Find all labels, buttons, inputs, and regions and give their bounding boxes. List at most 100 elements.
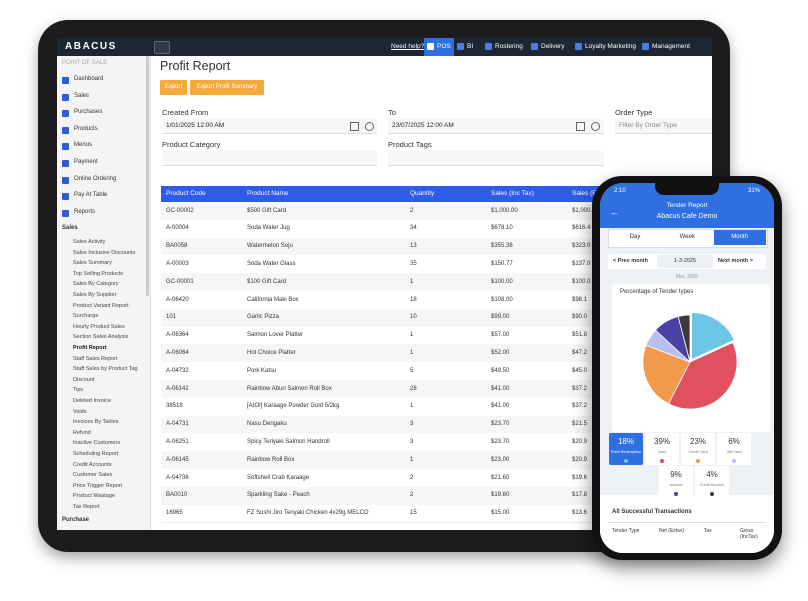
legend-item[interactable]: 4% Credit Account: [695, 466, 729, 498]
sidebar-icon: [62, 176, 69, 184]
sidebar-sub-item[interactable]: Credit Accounts: [73, 461, 112, 468]
page-title: Profit Report: [160, 59, 231, 73]
store-name[interactable]: Abacus Cafe Demo: [656, 213, 718, 220]
sidebar-sub-item[interactable]: Tips: [73, 387, 84, 394]
sidebar-item[interactable]: Menus: [74, 142, 93, 149]
nav-item[interactable]: BI: [467, 43, 474, 50]
tab[interactable]: Week: [679, 234, 695, 240]
sidebar-sub-item[interactable]: Sales By Category: [73, 281, 119, 288]
legend-item[interactable]: 6% Gift Card: [717, 433, 751, 465]
table-cell: [AIOI] Karaage Powder Gold 5/2kg: [247, 403, 340, 410]
filter-input[interactable]: 23/07/2025 12:00 AM: [388, 119, 604, 134]
legend-item[interactable]: 39% Cash: [645, 433, 679, 465]
sidebar-item[interactable]: Purchases: [74, 109, 103, 116]
filter-input[interactable]: [162, 151, 377, 166]
clock-icon: [591, 122, 600, 131]
sidebar-item[interactable]: Pay At Table: [74, 192, 108, 199]
help-link[interactable]: Need help?: [391, 43, 425, 50]
table-cell: Garlic Pizza: [247, 314, 280, 321]
table-cell: A-06251: [166, 438, 189, 445]
sidebar-sub-item[interactable]: Sales Activity: [73, 239, 106, 245]
table-cell: $1,000.00: [491, 207, 518, 214]
nav-icon: [427, 43, 434, 50]
sidebar-sub-item[interactable]: Surcharge: [73, 313, 99, 320]
sidebar-sub-item[interactable]: Voids: [73, 408, 87, 415]
nav-item[interactable]: Management: [652, 43, 690, 50]
sidebar-sub-item[interactable]: Deleted Invoice: [73, 398, 111, 404]
legend-item[interactable]: 9% Voucher: [659, 466, 693, 498]
date-value[interactable]: 1-3-2025: [673, 258, 697, 264]
table-cell: 18: [410, 296, 417, 303]
filter-input[interactable]: [388, 151, 604, 166]
notch: [655, 183, 719, 195]
sidebar-item[interactable]: Dashboard: [74, 76, 104, 82]
table-header: [161, 186, 712, 202]
status-battery: 31%: [748, 188, 761, 194]
table-cell: $21.5: [572, 421, 588, 428]
menu-button[interactable]: [154, 41, 170, 54]
table-cell: $150.77: [491, 260, 513, 267]
sidebar-sub-item[interactable]: Discount: [73, 376, 95, 383]
table-cell: Nasu Dengaku: [247, 421, 287, 428]
table-cell: $100.0: [572, 278, 591, 285]
legend-label: Point Redemption: [610, 450, 642, 454]
sidebar-item[interactable]: Products: [74, 125, 98, 132]
table-cell: Soda Water Jug: [247, 225, 290, 232]
sidebar-sub-item[interactable]: Scheduling Report: [73, 451, 119, 457]
sidebar-item[interactable]: Reports: [74, 208, 96, 215]
table-cell: $99.00: [491, 314, 510, 321]
sidebar-sub-item[interactable]: Customer Sales: [73, 472, 113, 479]
sidebar-sub-item[interactable]: Profit Report: [73, 345, 107, 351]
sidebar-sub-item[interactable]: Inactive Customers: [73, 440, 121, 447]
filter-label: Created From: [162, 108, 209, 117]
column-header: Product Code: [166, 190, 206, 197]
transactions-column: Net (Extax): [659, 528, 685, 534]
date-picker[interactable]: [657, 255, 713, 268]
sidebar-sub-item[interactable]: Price Trigger Report: [73, 482, 123, 489]
back-arrow[interactable]: ←: [610, 207, 619, 217]
legend-item[interactable]: 18% Point Redemption: [609, 433, 643, 465]
nav-icon: [575, 43, 582, 50]
nav-item[interactable]: POS: [437, 43, 451, 50]
nav-item[interactable]: Loyalty Marketing: [585, 43, 636, 50]
sidebar-sub-item[interactable]: Invoices By Tables: [73, 419, 119, 426]
sidebar-sub-item[interactable]: Product Wastage: [73, 493, 115, 500]
nav-item[interactable]: Rostering: [495, 43, 523, 50]
sidebar-item[interactable]: Online Ordering: [74, 175, 117, 182]
sidebar-sub-item[interactable]: Section Sales Analysis: [73, 334, 129, 341]
sidebar-sub-item[interactable]: Hourly Product Sales: [73, 323, 125, 330]
legend-swatch: [674, 492, 678, 496]
table-cell: $45.0: [572, 367, 588, 374]
nav-icon: [485, 43, 492, 50]
nav-item[interactable]: Delivery: [541, 43, 565, 50]
filter-label: Order Type: [615, 108, 653, 117]
filter-input[interactable]: 1/01/2025 12:00 AM: [162, 119, 377, 134]
sidebar-sub-item[interactable]: Top Selling Products: [73, 270, 124, 277]
sidebar-sub-item[interactable]: Sales Inclusive Discounts: [73, 249, 136, 256]
sidebar-sub-item[interactable]: Sales By Supplier: [73, 292, 117, 298]
period: Mar, 2025: [675, 274, 699, 280]
sidebar-sub-item[interactable]: Product Variant Report: [73, 302, 129, 309]
sidebar-sub-item[interactable]: Staff Sales Report: [73, 355, 118, 362]
sidebar-sub-item[interactable]: Sales Summary: [73, 260, 112, 267]
tab[interactable]: Day: [629, 234, 641, 240]
sidebar-item[interactable]: Sales: [74, 92, 90, 99]
legend-item[interactable]: 23% Credit Card: [681, 433, 715, 465]
sidebar-icon: [62, 193, 69, 201]
sidebar-sub-item[interactable]: Refund: [73, 429, 91, 436]
sidebar-icon: [62, 110, 69, 118]
sidebar-sub-item[interactable]: Staff Sales by Product Tag: [73, 366, 138, 373]
nav-icon: [457, 43, 464, 50]
table-cell: $23.00: [491, 456, 510, 463]
next-month[interactable]: Next month >: [718, 258, 753, 264]
sidebar-item[interactable]: Payment: [74, 159, 98, 165]
prev-month[interactable]: < Prev month: [613, 258, 648, 264]
export-button[interactable]: Export Profit Summary: [190, 80, 264, 95]
filter-input[interactable]: Filter By Order Type: [615, 119, 712, 134]
tab[interactable]: Month: [713, 230, 766, 245]
export-button[interactable]: Export: [160, 80, 187, 95]
sidebar-sub-item[interactable]: Tax Report: [73, 504, 100, 510]
table-cell: $137.0: [572, 260, 591, 267]
legend-label: Credit Account: [699, 483, 725, 487]
divider: [608, 522, 766, 523]
